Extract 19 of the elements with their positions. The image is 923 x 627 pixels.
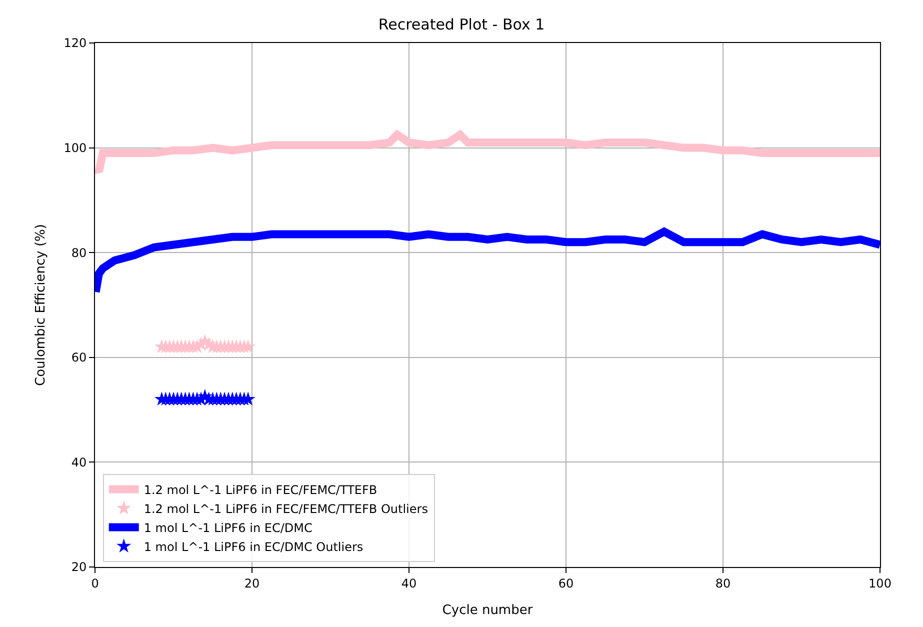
x-tick-label: 20 — [244, 576, 260, 590]
x-tick-label: 60 — [558, 576, 574, 590]
x-axis-title: Cycle number — [442, 603, 534, 618]
legend-label: 1.2 mol L^-1 LiPF6 in FEC/FEMC/TTEFB Outliers — [144, 502, 428, 516]
x-tick-label: 80 — [715, 576, 731, 590]
x-tick-label: 100 — [868, 576, 892, 590]
legend-label: 1.2 mol L^-1 LiPF6 in FEC/FEMC/TTEFB — [144, 482, 378, 497]
y-tick-label: 120 — [64, 36, 87, 50]
y-tick-label: 40 — [71, 455, 87, 470]
x-tick-label: 40 — [401, 576, 417, 590]
y-tick-label: 80 — [71, 246, 87, 260]
x-tick-label: 0 — [91, 576, 99, 590]
legend-label: 1 mol L^-1 LiPF6 in EC/DMC Outliers — [144, 540, 364, 554]
chart-title: Recreated Plot - Box 1 — [378, 15, 545, 34]
y-axis-title: Coulombic Efficiency (%) — [34, 224, 49, 386]
y-tick-label: 100 — [64, 141, 87, 155]
y-tick-label: 60 — [71, 350, 87, 365]
legend-label: 1 mol L^-1 LiPF6 in EC/DMC — [144, 520, 312, 535]
y-tick-label: 20 — [71, 560, 87, 574]
